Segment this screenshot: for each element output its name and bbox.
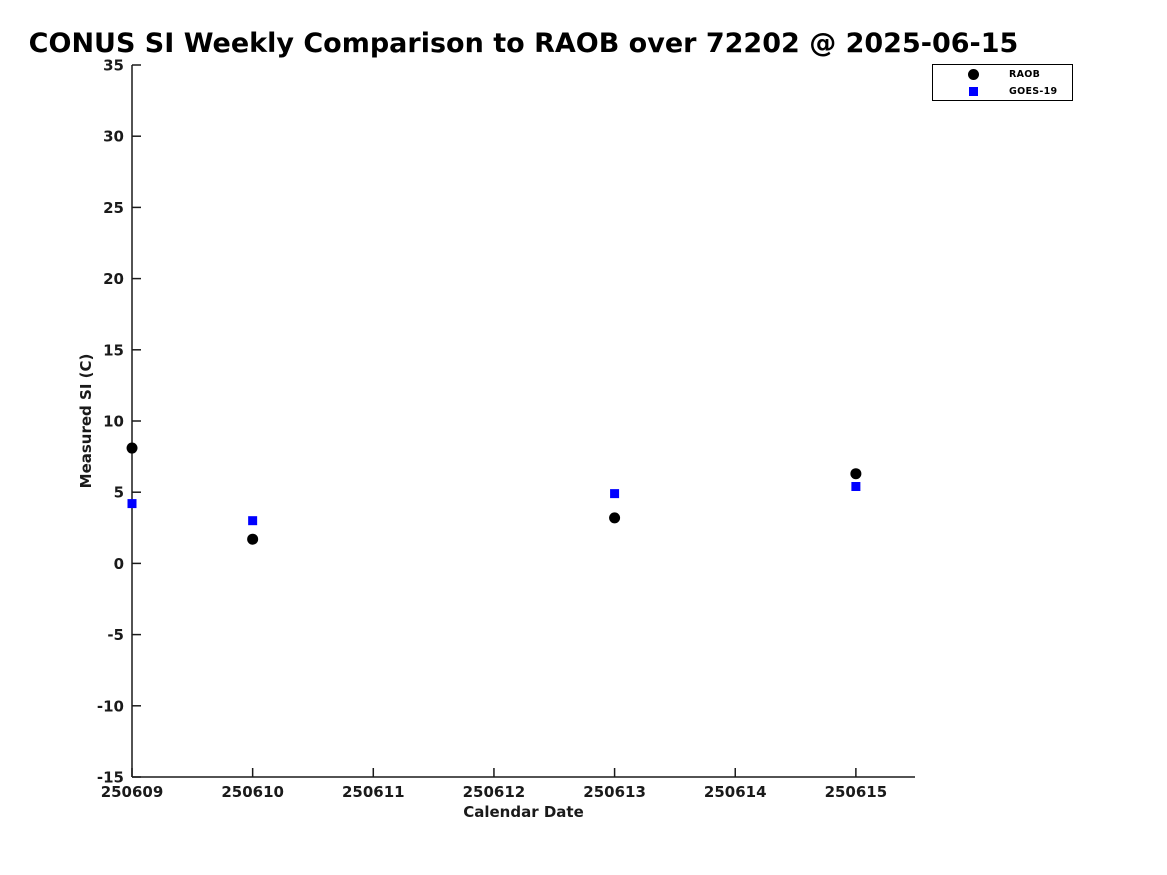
y-tick-label: -10	[97, 697, 124, 715]
y-tick-label: 20	[103, 270, 124, 288]
data-point-goes19	[851, 482, 861, 492]
legend-label-raob: RAOB	[1009, 68, 1041, 80]
data-point-goes19	[610, 489, 620, 499]
data-point-raob	[609, 512, 621, 524]
circle-marker-icon	[967, 68, 979, 80]
y-tick-label: 35	[103, 57, 124, 75]
y-tick-label: 10	[103, 413, 124, 431]
data-point-raob	[126, 442, 138, 454]
y-tick-label: 5	[114, 484, 124, 502]
data-point-raob	[247, 533, 259, 545]
y-tick-label: -5	[107, 626, 124, 644]
y-tick-label: 0	[114, 555, 124, 573]
legend-item-raob: RAOB	[933, 66, 1072, 83]
goes19-square-marker-icon	[967, 85, 979, 97]
x-tick-label: 250614	[704, 783, 767, 801]
x-tick-label: 250615	[825, 783, 888, 801]
legend-label-goes19: GOES-19	[1009, 85, 1058, 97]
y-tick-label: -15	[97, 769, 124, 787]
y-tick-label: 25	[103, 199, 124, 217]
legend-item-goes19: GOES-19	[933, 83, 1072, 100]
data-point-goes19	[248, 516, 258, 526]
x-tick-label: 250613	[583, 783, 646, 801]
y-tick-label: 15	[103, 341, 124, 359]
raob-circle-marker-icon	[967, 68, 979, 80]
x-tick-label: 250610	[221, 783, 284, 801]
legend: RAOB GOES-19	[932, 64, 1073, 101]
x-axis-label: Calendar Date	[463, 803, 584, 821]
square-marker-icon	[968, 86, 978, 96]
data-point-goes19	[127, 499, 137, 509]
x-tick-label: 250612	[463, 783, 526, 801]
x-tick-label: 250611	[342, 783, 405, 801]
y-tick-label: 30	[103, 128, 124, 146]
x-tick-label: 250609	[101, 783, 164, 801]
data-point-raob	[850, 468, 862, 480]
chart-title: CONUS SI Weekly Comparison to RAOB over …	[28, 28, 1019, 59]
